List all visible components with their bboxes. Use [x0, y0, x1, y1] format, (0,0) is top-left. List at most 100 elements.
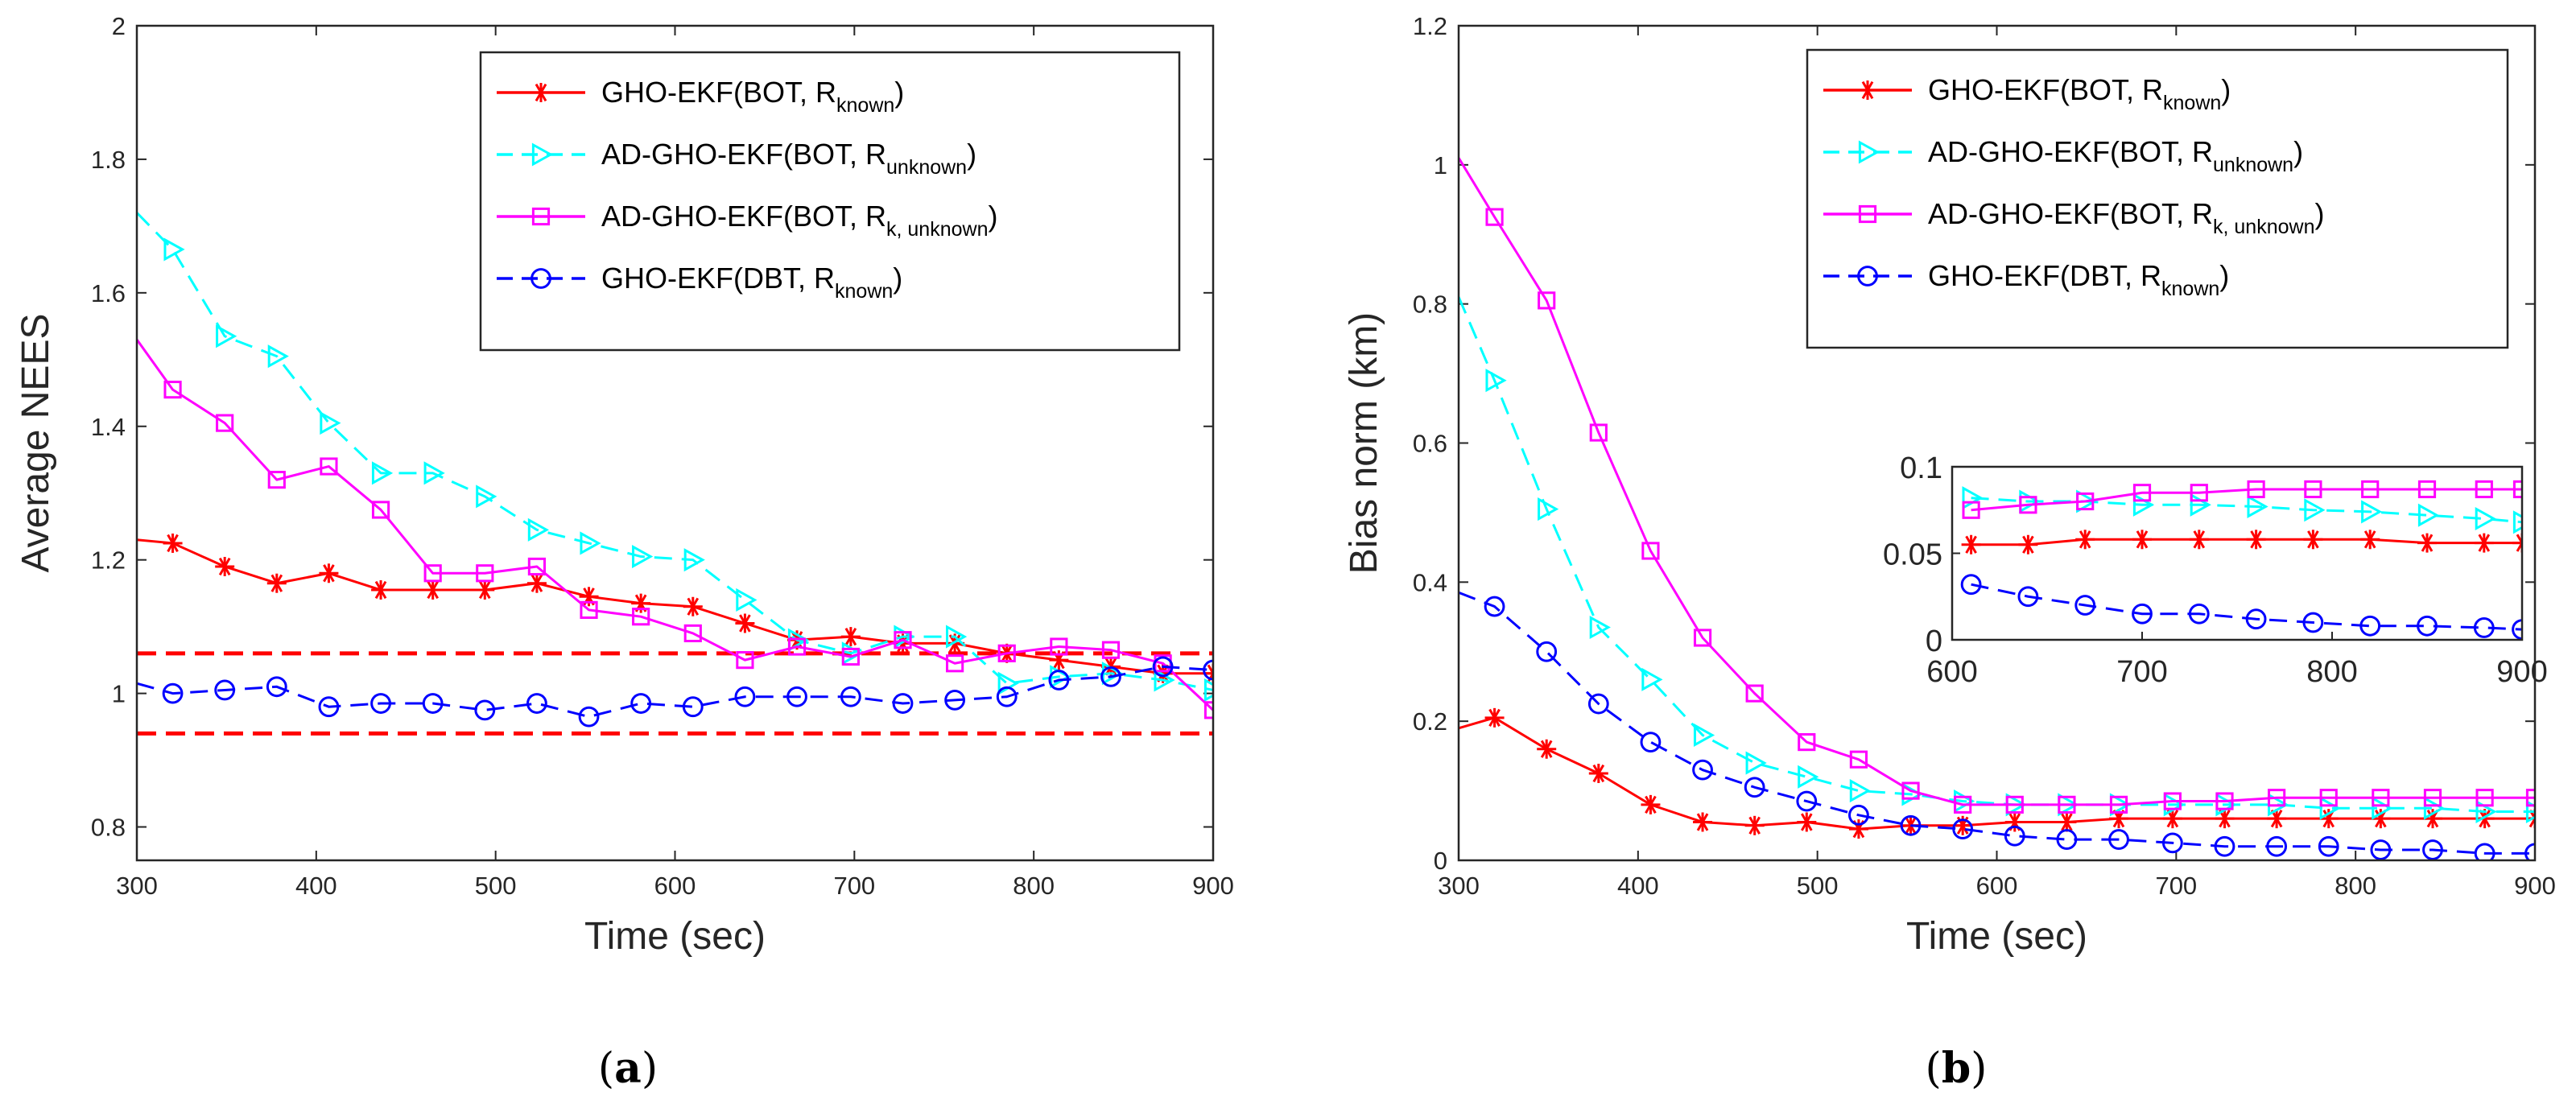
chart-b-inset-series-3-marker [2361, 480, 2380, 499]
chart-a-series-4-marker [840, 686, 861, 707]
chart-b-inset-series-4-line [1971, 583, 2522, 631]
chart-a-series-3 [137, 339, 1213, 719]
chart-b-xtick-label-600: 600 [1976, 872, 2018, 900]
chart-a-legend-entry-1: GHO-EKF(BOT, Rknown) [601, 76, 904, 117]
chart-b-inset-series-1-marker [2075, 530, 2095, 550]
chart-b-series-3-marker [1589, 423, 1608, 442]
chart-b-series-2-line [1459, 296, 2535, 814]
chart-b-xtick-label-400: 400 [1617, 872, 1659, 900]
chart-b-series-4-marker [1640, 732, 1662, 752]
chart-b-series-1-marker [1693, 812, 1713, 832]
chart-b-series-4-marker [2214, 835, 2235, 857]
chart-b-series-3-marker [1798, 732, 1816, 752]
chart-a-xtick-label-900: 900 [1192, 872, 1234, 900]
chart-a-series-2-marker [423, 461, 445, 485]
chart-b-series-2-marker [1693, 723, 1715, 747]
chart-a-series-2-marker [476, 484, 497, 509]
chart-b-axes-box [1457, 24, 2537, 862]
chart-b-series-3-marker [1901, 781, 1920, 800]
chart-b-inset-series-1-marker [2360, 530, 2380, 550]
chart-a-series-1-marker [683, 596, 703, 616]
chart-a-series-1-marker [423, 580, 443, 600]
chart-b-series-2-marker [2475, 799, 2497, 824]
chart-b-series-4-marker [2524, 843, 2535, 860]
chart-b-series-2-marker [2319, 796, 2341, 820]
chart-a-series-3-marker [423, 564, 442, 583]
chart-a-legend-marker-1 [531, 83, 551, 102]
chart-a-series-3-marker [580, 600, 598, 619]
chart-a-legend-box [479, 51, 1181, 352]
chart-a-series-3-marker [320, 457, 338, 476]
chart-a-series-3-marker [476, 564, 494, 583]
chart-b-inset-series-1-marker [2417, 533, 2437, 553]
chart-b-ytick-label-0-8: 0.8 [1413, 291, 1447, 319]
chart-b-series-4-marker [2056, 829, 2078, 850]
chart-b-series-2-marker [2525, 799, 2535, 824]
chart-a: 300 400 500 600 700 800 900 0.8 1 1.2 1.4 1.6 1.8 2 Ti… [14, 12, 1234, 958]
chart-b-series-4-marker [2318, 835, 2339, 857]
chart-b-ytick-label-0: 0 [1434, 847, 1447, 875]
chart-b-series-3-marker [2268, 789, 2286, 807]
chart-b-ytick-label-0-6: 0.6 [1413, 430, 1447, 458]
chart-a-series-2-marker [216, 324, 237, 348]
chart-a-series-4-line [137, 665, 1213, 719]
chart-b-series-3-marker [2005, 795, 2024, 814]
chart-a-legend-entry-4: GHO-EKF(DBT, Rknown) [601, 262, 902, 303]
chart-b-inset-series-1-marker [2303, 530, 2323, 550]
chart-b-inset-series-4-marker [2302, 612, 2324, 633]
chart-b-series-3-marker [2372, 789, 2390, 807]
chart-b-series-4-marker [1848, 804, 1869, 826]
chart-b-series-4-marker [1692, 759, 1713, 781]
chart-a-series-3-line [137, 339, 1213, 711]
chart-a-series-1-marker [840, 627, 861, 647]
caption-a: (a) [598, 1044, 658, 1093]
chart-a-series-4-marker [318, 696, 340, 718]
chart-b-inset-series-3-line [1971, 488, 2522, 512]
chart-b-inset-series-2-marker [2417, 503, 2440, 527]
chart-b-inset-series-2-marker [2247, 494, 2268, 518]
chart-b-inset-series-3-marker [2076, 492, 2095, 511]
chart-a-series-3-marker [163, 381, 182, 399]
chart-b-series-4-line [1459, 591, 2535, 855]
chart-a-series-4-marker [266, 676, 287, 698]
chart-b-inset-series-4-marker [2473, 617, 2495, 638]
chart-b-legend-entry-3: AD-GHO-EKF(BOT, Rk, unknown) [1928, 197, 2324, 238]
chart-b-legend: GHO-EKF(BOT, Rknown) AD-GHO-EKF(BOT, Runk… [1806, 48, 2509, 349]
chart-b-inset-series-3-marker [2132, 484, 2152, 502]
chart-b-series-4-marker [1952, 818, 1974, 840]
chart-b-series-3-marker [1954, 795, 1972, 814]
chart-a-series-4-marker [1100, 666, 1121, 687]
chart-b-inset-series-1-marker [2512, 533, 2522, 553]
chart-a-legend-marker-4 [530, 268, 551, 289]
chart-a-series-4-marker [1048, 670, 1070, 691]
chart-b-inset-series-2-marker [2512, 510, 2522, 534]
chart-a-series-3-marker [632, 608, 650, 626]
chart-a-xtick-label-500: 500 [475, 872, 517, 900]
chart-b-ytick-label-0-4: 0.4 [1413, 568, 1447, 596]
chart-b-series-1-marker [2475, 809, 2495, 829]
chart-b-inset-series-4-marker [2359, 615, 2381, 637]
chart-b-inset-area [1952, 467, 2522, 640]
chart-b-series-2-marker [1849, 779, 1872, 803]
chart-a-series-2-marker [1203, 678, 1213, 703]
chart-b-xtick-label-700: 700 [2155, 872, 2197, 900]
chart-b-series-4-marker [1744, 777, 1765, 798]
chart-b-series-3 [1459, 157, 2535, 814]
chart-a-xtick-label-700: 700 [833, 872, 875, 900]
chart-b-inset-series-4-marker [2417, 615, 2438, 637]
chart-a-ytick-label-1-8: 1.8 [91, 146, 126, 174]
chart-a-series-4-marker [996, 686, 1018, 707]
chart-b-series-2-marker [1798, 765, 1819, 789]
chart-b-inset-series-1-marker [2018, 534, 2038, 554]
chart-b-series-4-marker [1587, 693, 1609, 715]
chart-b-xtick-label-800: 800 [2334, 872, 2376, 900]
chart-a-series-4-marker [422, 693, 444, 714]
chart-a-series-2-marker [371, 461, 394, 485]
chart-b-series-3-marker [1693, 629, 1712, 647]
chart-b-ytick-label-0-2: 0.2 [1413, 707, 1447, 736]
chart-b-series-1-marker [2215, 809, 2235, 829]
chart-b-inset-xtick-label-900: 900 [2496, 655, 2547, 689]
chart-b-inset-ytick-label-0-05: 0.05 [1883, 538, 1942, 572]
chart-a-series-4-marker [214, 679, 236, 701]
